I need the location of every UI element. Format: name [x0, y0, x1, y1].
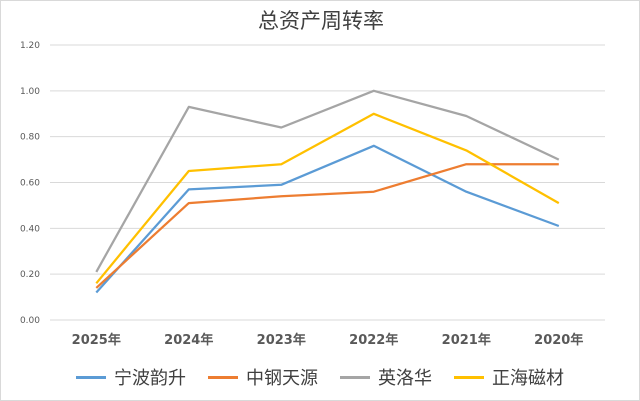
gridlines: [50, 44, 605, 321]
legend-swatch: [454, 375, 484, 379]
legend-swatch: [208, 375, 238, 379]
x-tick-label: 2021年: [442, 332, 491, 348]
x-tick-label: 2022年: [349, 332, 398, 348]
y-tick-label: 0.80: [20, 133, 40, 143]
x-tick-label: 2023年: [257, 332, 306, 348]
series-line-3: [95, 89, 560, 273]
x-tick-label: 2025年: [72, 332, 121, 348]
y-tick-label: 1.00: [20, 87, 40, 97]
series-line-2: [95, 163, 559, 289]
legend-label: 英洛华: [378, 368, 432, 389]
legend-label: 宁波韵升: [114, 368, 186, 389]
legend-label: 中钢天源: [246, 368, 318, 389]
series-line-4: [95, 112, 560, 285]
x-tick-label: 2020年: [534, 332, 583, 348]
y-tick-label: 0.40: [20, 224, 40, 234]
legend-item: 宁波韵升: [76, 364, 186, 390]
y-tick-label: 1.20: [20, 41, 40, 51]
chart-title: 总资产周转率: [258, 9, 384, 33]
x-axis-ticks: 2025年 2024年 2023年 2022年 2021年 2020年: [72, 332, 584, 348]
legend: 宁波韵升 中钢天源 英洛华 正海磁材: [0, 364, 640, 390]
legend-swatch: [340, 375, 370, 379]
y-tick-label: 0.20: [20, 270, 40, 280]
series-line-1: [95, 144, 560, 294]
x-tick-label: 2024年: [164, 332, 213, 348]
legend-item: 中钢天源: [208, 364, 318, 390]
legend-item: 正海磁材: [454, 364, 564, 390]
y-axis-ticks: 0.00 0.20 0.40 0.60 0.80 1.00 1.20: [20, 41, 40, 326]
y-tick-label: 0.60: [20, 179, 40, 189]
legend-label: 正海磁材: [492, 368, 564, 389]
y-tick-label: 0.00: [20, 316, 40, 326]
legend-swatch: [76, 375, 106, 379]
series-lines: [95, 89, 560, 294]
legend-item: 英洛华: [340, 364, 432, 390]
